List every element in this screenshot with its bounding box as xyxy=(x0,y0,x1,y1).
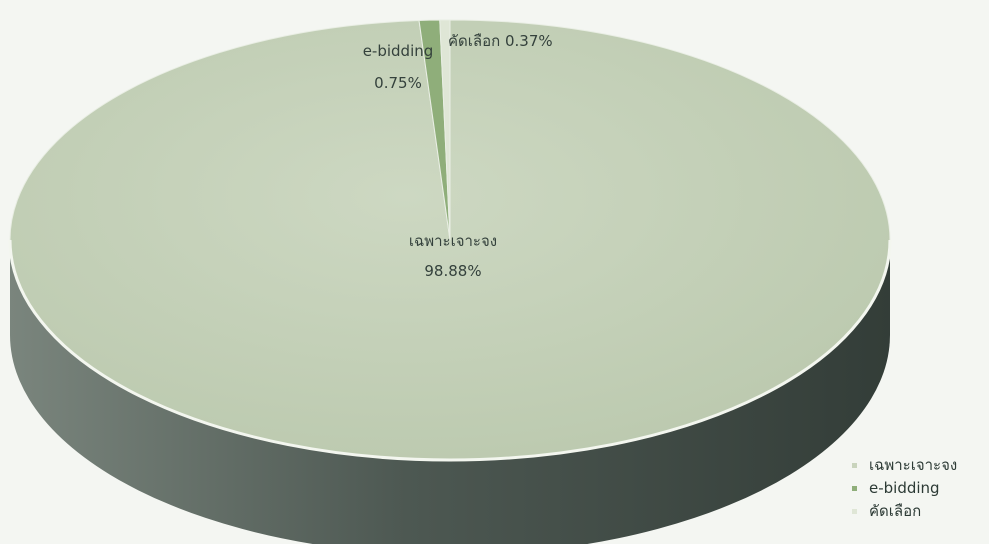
slice-label-ebidding: e-bidding 0.75% xyxy=(354,42,442,92)
legend-label-selection: คัดเลือก xyxy=(869,502,922,520)
legend-swatch-selection xyxy=(852,508,857,514)
legend-label-specific: เฉพาะเจาะจง xyxy=(869,456,958,474)
slice-label-main-name: เฉพาะเจาะจง xyxy=(408,232,498,250)
slice-label-selection-value: 0.37% xyxy=(504,32,553,50)
slice-label-ebidding-name: e-bidding xyxy=(362,42,434,60)
slice-label-main-value: 98.88% xyxy=(424,262,482,280)
slice-label-main: เฉพาะเจาะจง 98.88% xyxy=(398,232,508,280)
pie-slice-selection xyxy=(439,19,451,241)
legend-item-ebidding: e-bidding xyxy=(852,477,957,499)
slice-label-selection-name: คัดเลือก xyxy=(448,32,501,50)
legend-swatch-ebidding xyxy=(852,485,857,491)
legend-item-specific: เฉพาะเจาะจง xyxy=(852,454,957,476)
legend-item-selection: คัดเลือก xyxy=(852,500,957,522)
legend-swatch-specific xyxy=(852,462,857,468)
slice-label-selection: คัดเลือก 0.37% xyxy=(448,32,553,50)
pie-side-wall xyxy=(10,240,890,544)
slice-label-ebidding-value: 0.75% xyxy=(374,74,422,92)
legend-label-ebidding: e-bidding xyxy=(869,479,940,497)
pie-rim-highlight xyxy=(8,239,892,462)
chart-legend: เฉพาะเจาะจง e-bidding คัดเลือก xyxy=(852,454,957,523)
